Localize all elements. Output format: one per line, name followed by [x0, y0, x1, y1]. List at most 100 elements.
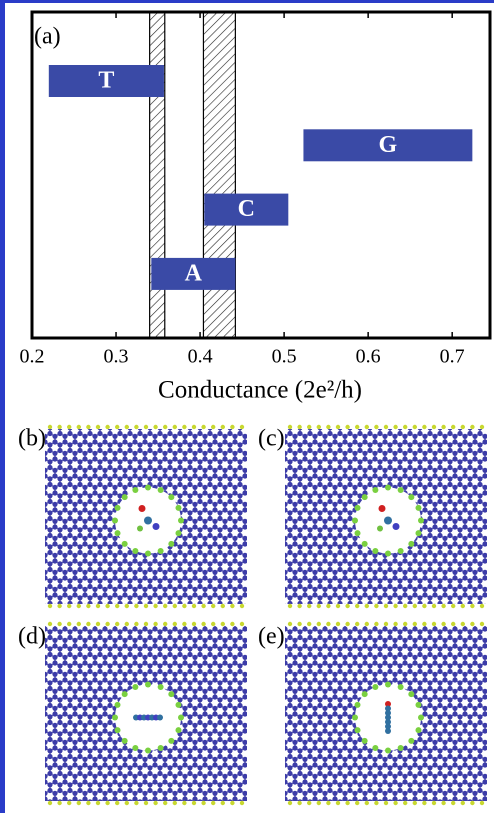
- pore-edge-atom: [398, 548, 404, 554]
- edge-atom: [470, 622, 474, 626]
- edge-atom: [288, 801, 292, 805]
- molecule-atom: [153, 523, 160, 530]
- edge-atom: [441, 604, 445, 608]
- edge-atom: [240, 604, 244, 608]
- edge-atom: [393, 604, 397, 608]
- pore-edge-atom: [415, 702, 421, 708]
- pore-edge-atom: [175, 530, 181, 536]
- molecule-atom: [157, 715, 163, 721]
- edge-atom: [326, 604, 330, 608]
- edge-atom: [393, 622, 397, 626]
- edge-atom: [115, 425, 119, 429]
- edge-atom: [365, 801, 369, 805]
- edge-atom: [336, 604, 340, 608]
- pore-edge-atom: [158, 548, 164, 554]
- edge-atom: [374, 801, 378, 805]
- pore-edge-atom: [355, 702, 361, 708]
- pore-edge-atom: [175, 505, 181, 511]
- edge-atom: [365, 604, 369, 608]
- pore-edge-atom: [372, 684, 378, 690]
- pore-edge-atom: [385, 485, 391, 491]
- frame-edge: [0, 0, 5, 813]
- edge-atom: [57, 801, 61, 805]
- edge-atom: [432, 604, 436, 608]
- pore-edge-atom: [132, 487, 138, 493]
- edge-atom: [403, 622, 407, 626]
- edge-atom: [307, 604, 311, 608]
- pore-edge-atom: [398, 745, 404, 751]
- edge-atom: [403, 801, 407, 805]
- pore-edge-atom: [122, 494, 128, 500]
- edge-atom: [355, 604, 359, 608]
- edge-atom: [182, 801, 186, 805]
- pore-edge-atom: [178, 518, 184, 524]
- edge-atom: [451, 801, 455, 805]
- pore-edge-atom: [408, 494, 414, 500]
- edge-atom: [134, 622, 138, 626]
- edge-atom: [134, 604, 138, 608]
- edge-atom: [374, 604, 378, 608]
- panel-label: (b): [18, 426, 46, 452]
- edge-atom: [384, 622, 388, 626]
- pore-edge-atom: [385, 551, 391, 557]
- edge-atom: [470, 604, 474, 608]
- x-tick-label: 0.7: [440, 346, 465, 368]
- pore-edge-atom: [158, 684, 164, 690]
- edge-atom: [192, 801, 196, 805]
- edge-atom: [240, 622, 244, 626]
- edge-atom: [86, 604, 90, 608]
- edge-atom: [374, 622, 378, 626]
- edge-atom: [163, 604, 167, 608]
- edge-atom: [48, 604, 52, 608]
- edge-atom: [57, 604, 61, 608]
- pore-edge-atom: [168, 691, 174, 697]
- pore-edge-atom: [372, 487, 378, 493]
- edge-atom: [96, 622, 100, 626]
- edge-atom: [163, 622, 167, 626]
- edge-atom: [432, 801, 436, 805]
- panel-label: (a): [34, 24, 61, 50]
- edge-atom: [230, 622, 234, 626]
- edge-atom: [240, 801, 244, 805]
- edge-atom: [317, 604, 321, 608]
- edge-atom: [86, 622, 90, 626]
- edge-atom: [365, 425, 369, 429]
- edge-atom: [134, 425, 138, 429]
- pore-edge-atom: [352, 518, 358, 524]
- x-axis-label: Conductance (2e²/h): [158, 377, 362, 404]
- edge-atom: [480, 604, 484, 608]
- edge-atom: [413, 425, 417, 429]
- pore-edge-atom: [355, 727, 361, 733]
- edge-atom: [336, 622, 340, 626]
- pore-edge-atom: [415, 727, 421, 733]
- edge-atom: [163, 801, 167, 805]
- x-tick-label: 0.6: [356, 346, 381, 368]
- edge-atom: [153, 604, 157, 608]
- edge-atom: [461, 622, 465, 626]
- pore-edge-atom: [178, 715, 184, 721]
- edge-atom: [57, 622, 61, 626]
- pore-edge-atom: [408, 738, 414, 744]
- edge-atom: [230, 801, 234, 805]
- x-tick-label: 0.5: [272, 346, 297, 368]
- edge-atom: [403, 604, 407, 608]
- pore-edge-atom: [168, 494, 174, 500]
- pore-edge-atom: [145, 551, 151, 557]
- pore-edge-atom: [122, 541, 128, 547]
- edge-atom: [480, 622, 484, 626]
- pore-edge-atom: [418, 715, 424, 721]
- edge-atom: [413, 801, 417, 805]
- edge-atom: [451, 425, 455, 429]
- edge-atom: [182, 604, 186, 608]
- edge-atom: [115, 604, 119, 608]
- edge-atom: [173, 604, 177, 608]
- pore-edge-atom: [355, 505, 361, 511]
- bar-label: C: [238, 196, 255, 222]
- pore-edge-atom: [398, 684, 404, 690]
- edge-atom: [211, 801, 215, 805]
- pore-edge-atom: [115, 530, 121, 536]
- molecule-atom: [393, 523, 400, 530]
- edge-atom: [96, 801, 100, 805]
- edge-atom: [336, 425, 340, 429]
- x-tick-label: 0.4: [188, 346, 213, 368]
